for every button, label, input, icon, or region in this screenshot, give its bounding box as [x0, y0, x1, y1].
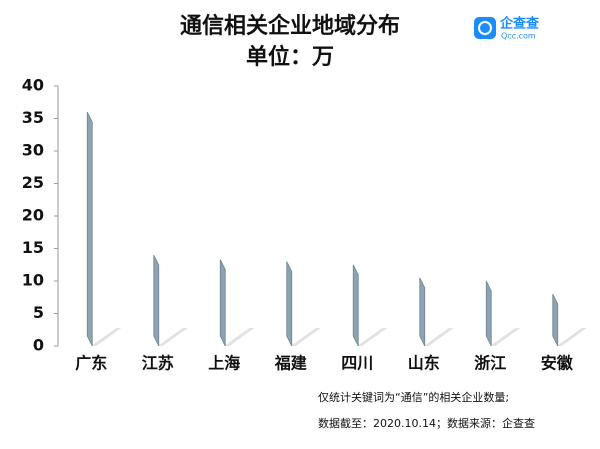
- note: 仅统计关键词为“通信”的相关企业数量;: [318, 390, 509, 404]
- x-tick-label: 山东: [408, 354, 440, 373]
- bar: [552, 293, 559, 347]
- logo-url: Qcc.com: [501, 32, 536, 41]
- bar-shadow: [357, 328, 388, 346]
- x-tick-label: 广东: [75, 354, 107, 373]
- y-tick-label: 30: [22, 141, 44, 160]
- bar-shadow: [91, 328, 122, 346]
- bar-shadow: [556, 328, 587, 346]
- x-tick-label: 浙江: [474, 354, 506, 373]
- y-tick-label: 20: [22, 206, 44, 225]
- x-tick-label: 安徽: [541, 354, 574, 373]
- x-tick-label: 福建: [274, 354, 307, 373]
- bar: [86, 111, 93, 347]
- logo-glyph: [478, 21, 492, 35]
- x-tick-label: 江苏: [142, 354, 174, 373]
- bar-shadow: [423, 328, 454, 346]
- logo-name: 企查查: [499, 16, 540, 32]
- y-tick-label: 40: [22, 76, 44, 95]
- y-tick-label: 15: [22, 238, 44, 257]
- y-tick-label: 25: [22, 173, 44, 192]
- bar: [485, 280, 492, 347]
- logo: 企查查 Qcc.com: [474, 16, 540, 41]
- y-tick-label: 10: [22, 271, 44, 290]
- y-tick-label: 0: [33, 336, 44, 355]
- x-tick-label: 上海: [208, 354, 240, 373]
- note: 数据截至：2020.10.14；数据来源：企查查: [318, 416, 535, 430]
- bar: [419, 277, 426, 347]
- chart-subtitle: 单位：万: [246, 44, 334, 70]
- bar: [153, 254, 160, 347]
- bar: [286, 261, 293, 347]
- bar-shadow: [290, 328, 321, 346]
- bar: [352, 264, 359, 347]
- chart-title: 通信相关企业地域分布: [180, 13, 400, 39]
- bar-shadow: [224, 328, 255, 346]
- bar: [219, 259, 226, 347]
- bar-shadow: [157, 328, 188, 346]
- bar-shadow: [490, 328, 521, 346]
- x-tick-label: 四川: [341, 354, 373, 373]
- y-tick-label: 35: [22, 108, 44, 127]
- y-tick-label: 5: [33, 303, 44, 322]
- logo-icon: [474, 17, 496, 39]
